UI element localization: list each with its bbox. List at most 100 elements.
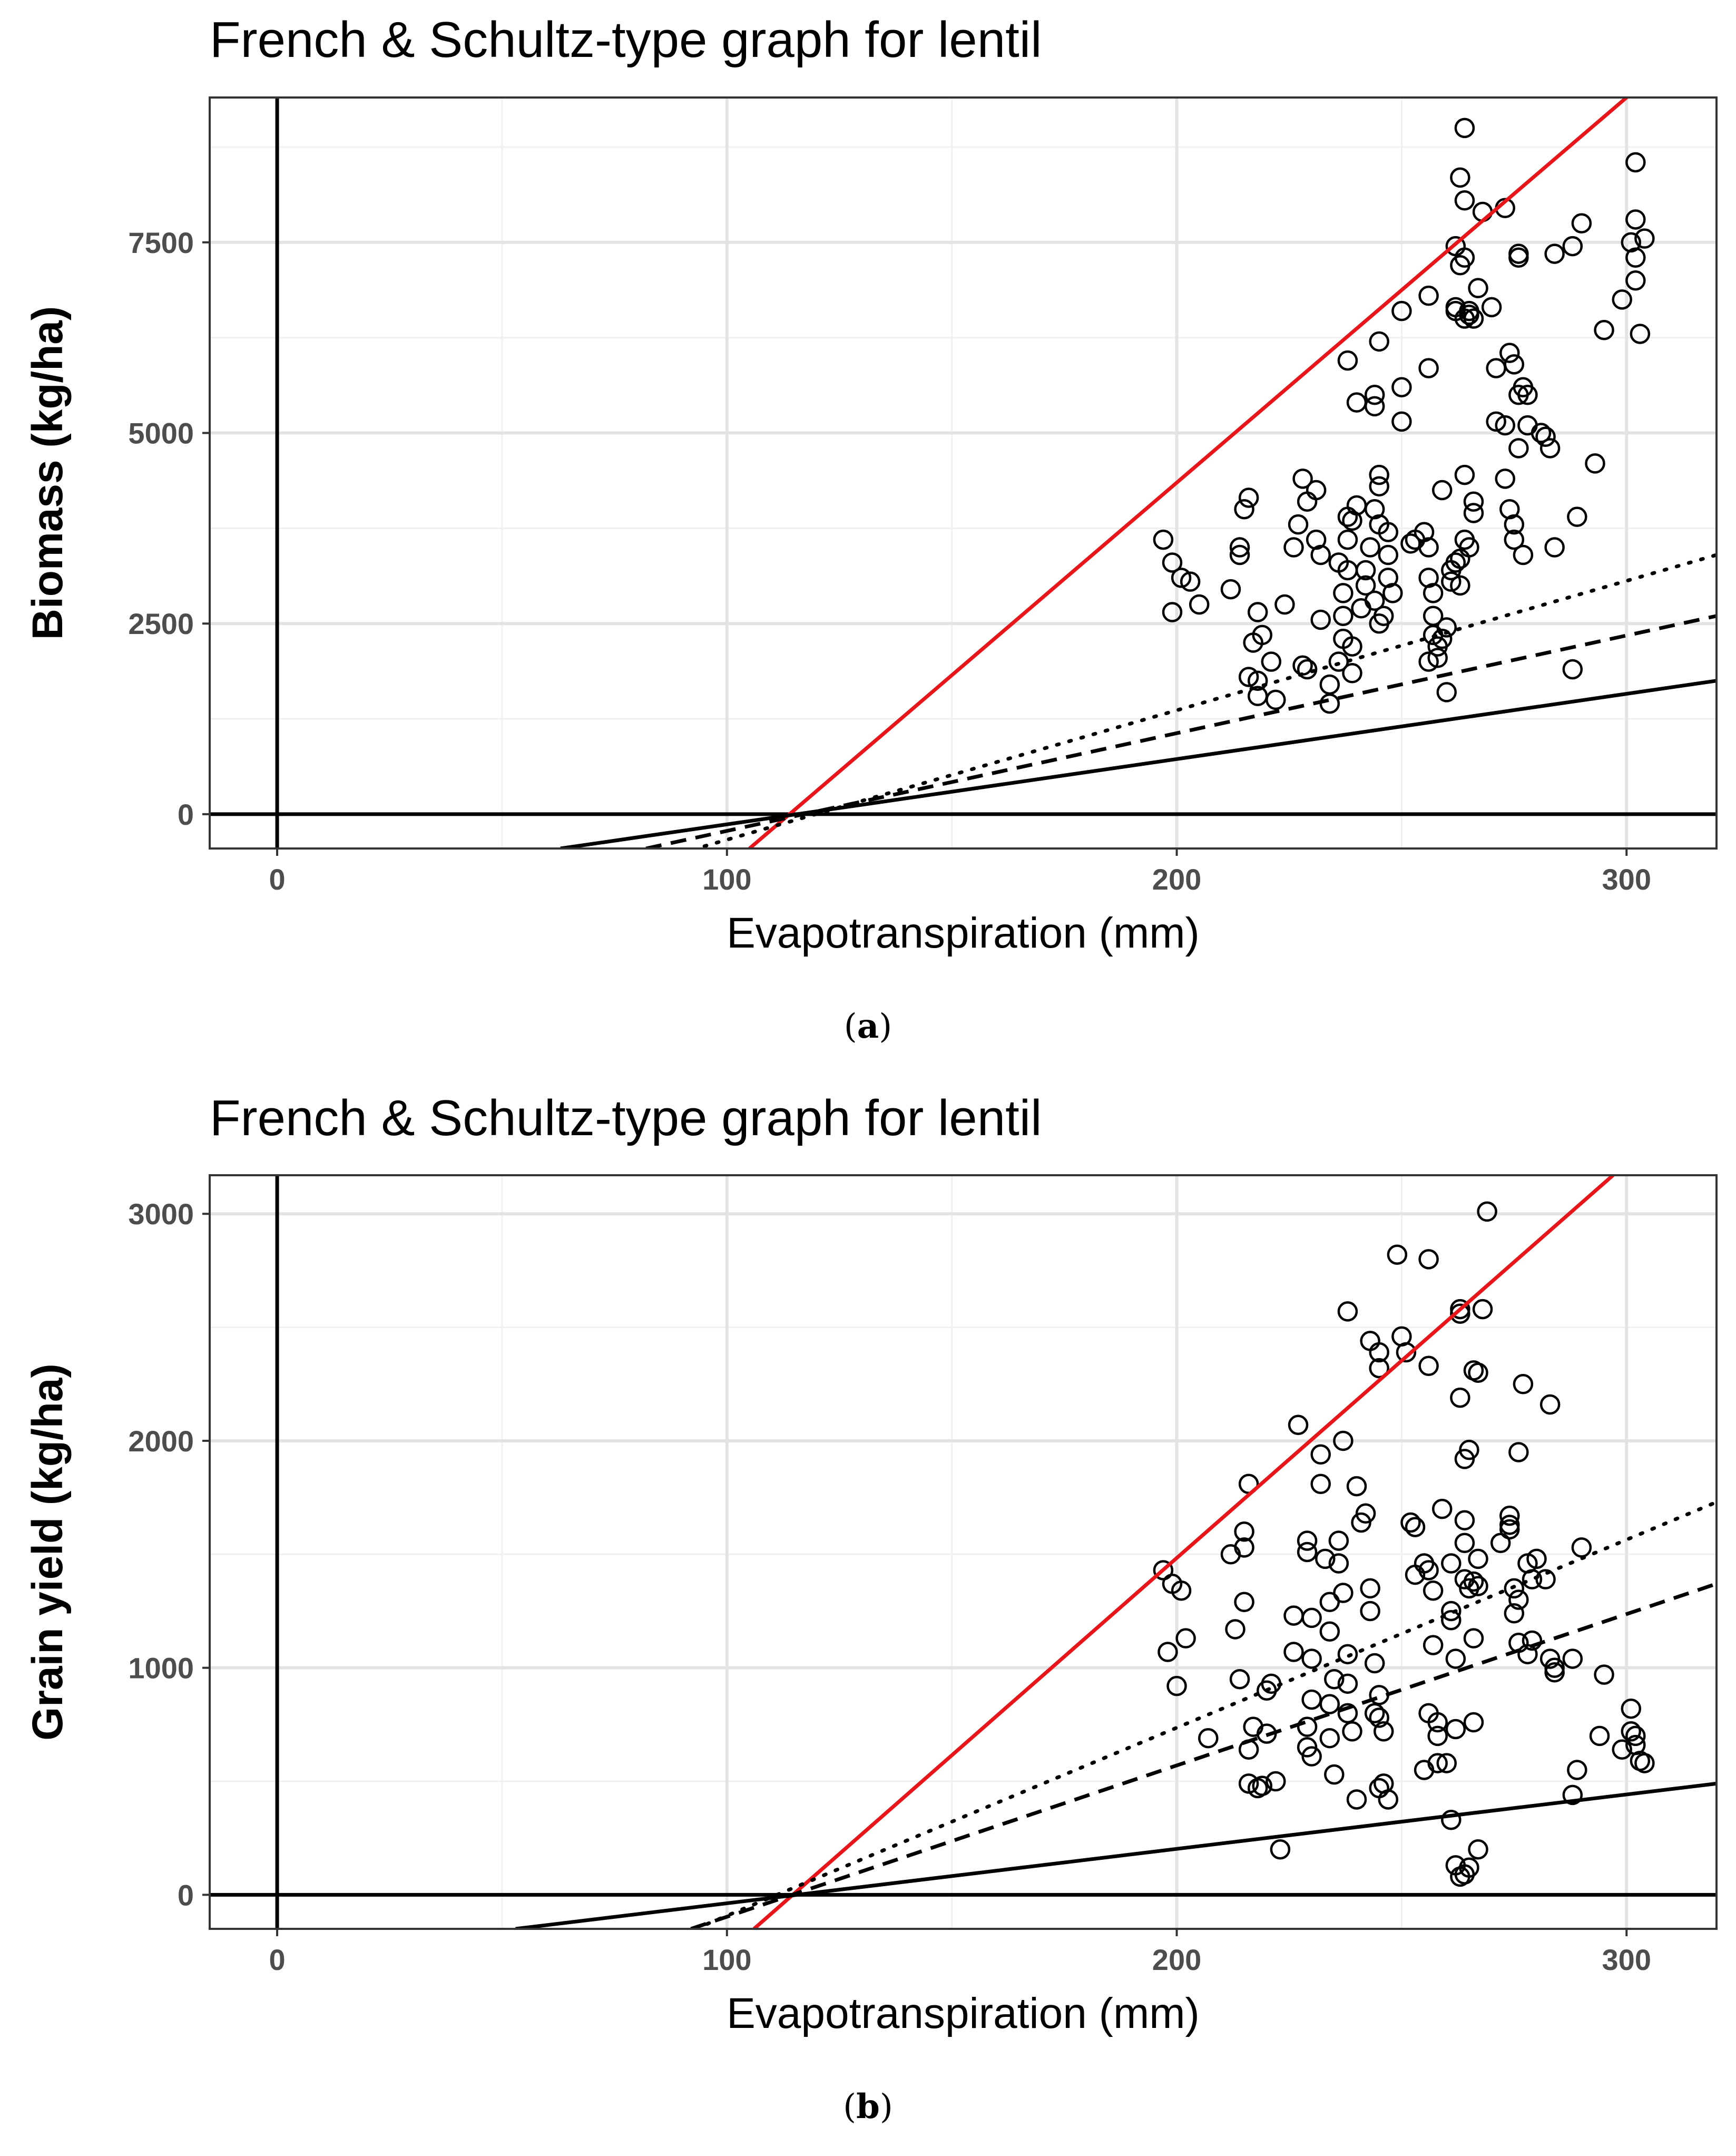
data-point (1378, 522, 1399, 542)
data-point (1441, 1609, 1462, 1631)
data-point (1319, 674, 1340, 695)
data-point (1427, 1712, 1448, 1733)
y-tick-label: 2000 (128, 1425, 194, 1458)
data-point (1306, 529, 1327, 550)
data-point (1333, 1583, 1354, 1603)
data-point (1625, 152, 1646, 173)
data-point (1360, 1601, 1380, 1622)
data-point (1158, 1642, 1178, 1662)
data-point (1544, 243, 1565, 264)
data-point (1369, 1708, 1389, 1728)
data-point (1459, 537, 1479, 558)
data-point (1337, 1673, 1358, 1694)
y-tick-label: 0 (178, 798, 194, 831)
data-point (1634, 228, 1655, 249)
data-point (1431, 480, 1453, 501)
x-tick-label: 0 (269, 1943, 285, 1976)
data-point (1594, 1664, 1614, 1685)
data-point (1436, 1753, 1457, 1773)
data-point (1238, 667, 1259, 687)
data-point (1504, 514, 1525, 535)
data-point (1247, 602, 1268, 622)
data-point (1634, 1753, 1655, 1773)
x-tick-label: 100 (702, 1943, 751, 1976)
data-point (1337, 350, 1358, 371)
data-point (1513, 377, 1534, 397)
plot-border (209, 96, 1718, 850)
data-point (1364, 1653, 1385, 1674)
data-point (1400, 1512, 1421, 1533)
data-point (1625, 1725, 1646, 1747)
data-point (1342, 636, 1362, 657)
y-tick-label: 7500 (128, 226, 194, 259)
data-point (1355, 575, 1376, 596)
data-point (1396, 1342, 1417, 1363)
data-point (1463, 1712, 1484, 1733)
data-point (1468, 278, 1488, 298)
data-point (1454, 1510, 1475, 1530)
data-point (1319, 1728, 1340, 1749)
data-point (1463, 1628, 1484, 1648)
data-point (1288, 514, 1309, 535)
data-point (1472, 1299, 1493, 1320)
data-point (1369, 476, 1389, 497)
data-point (1423, 583, 1444, 603)
data-point (1364, 384, 1385, 405)
data-point (1589, 1725, 1610, 1747)
data-point (1243, 632, 1263, 653)
data-point (1454, 190, 1475, 211)
data-point (1378, 568, 1399, 588)
data-point (1391, 300, 1412, 321)
data-point (1544, 1657, 1565, 1678)
data-point (1220, 579, 1241, 600)
data-point (1153, 529, 1174, 550)
data-point (1504, 529, 1525, 550)
data-point (1180, 571, 1201, 592)
data-point (1310, 1474, 1331, 1495)
data-point (1585, 453, 1605, 474)
data-point (1369, 1778, 1389, 1799)
data-point (1594, 319, 1614, 340)
plot-border (209, 1174, 1718, 1930)
data-point (1436, 617, 1457, 638)
data-point (1508, 1589, 1529, 1610)
y-tick-label: 3000 (128, 1197, 194, 1231)
data-point (1450, 1303, 1470, 1324)
data-point (1504, 1578, 1525, 1599)
data-point (1324, 1764, 1345, 1785)
data-point (1531, 423, 1552, 443)
data-point (1431, 628, 1453, 649)
data-point (1301, 1648, 1322, 1669)
data-point (1562, 659, 1583, 680)
data-point (1418, 651, 1439, 672)
biomass-scatter-chart: 0 100 200 300 0 2500 5000 7500 Evapotranspiratio… (24, 12, 1718, 957)
data-point (1625, 270, 1646, 291)
data-point (1328, 552, 1349, 573)
data-point (1468, 1548, 1488, 1569)
data-point (1364, 590, 1385, 611)
line-red-boundary (752, 1175, 1614, 1929)
data-point (1297, 1716, 1318, 1737)
data-point (1522, 1630, 1543, 1651)
chart-panel-a: 0 100 200 300 0 2500 5000 7500 Evapotranspiratio… (0, 0, 1736, 986)
data-point (1495, 415, 1515, 436)
data-point (1333, 583, 1354, 603)
caption-a: (a) (844, 1007, 892, 1046)
minor-gridlines (210, 1175, 1717, 1929)
data-point (1342, 1721, 1362, 1742)
x-tick-label: 300 (1602, 863, 1651, 896)
data-point (1454, 247, 1475, 268)
data-point (1342, 663, 1362, 684)
data-point (1418, 537, 1439, 558)
data-point (1427, 648, 1448, 668)
data-point (1266, 689, 1286, 710)
data-point (1508, 438, 1529, 458)
data-point (1562, 1648, 1583, 1669)
y-tick-label: 0 (178, 1878, 194, 1911)
data-point (1567, 1760, 1587, 1780)
x-tick-label: 0 (269, 863, 285, 896)
data-point (1450, 167, 1470, 188)
data-point (1463, 308, 1484, 329)
data-point (1535, 426, 1556, 447)
data-point (1468, 1576, 1488, 1596)
